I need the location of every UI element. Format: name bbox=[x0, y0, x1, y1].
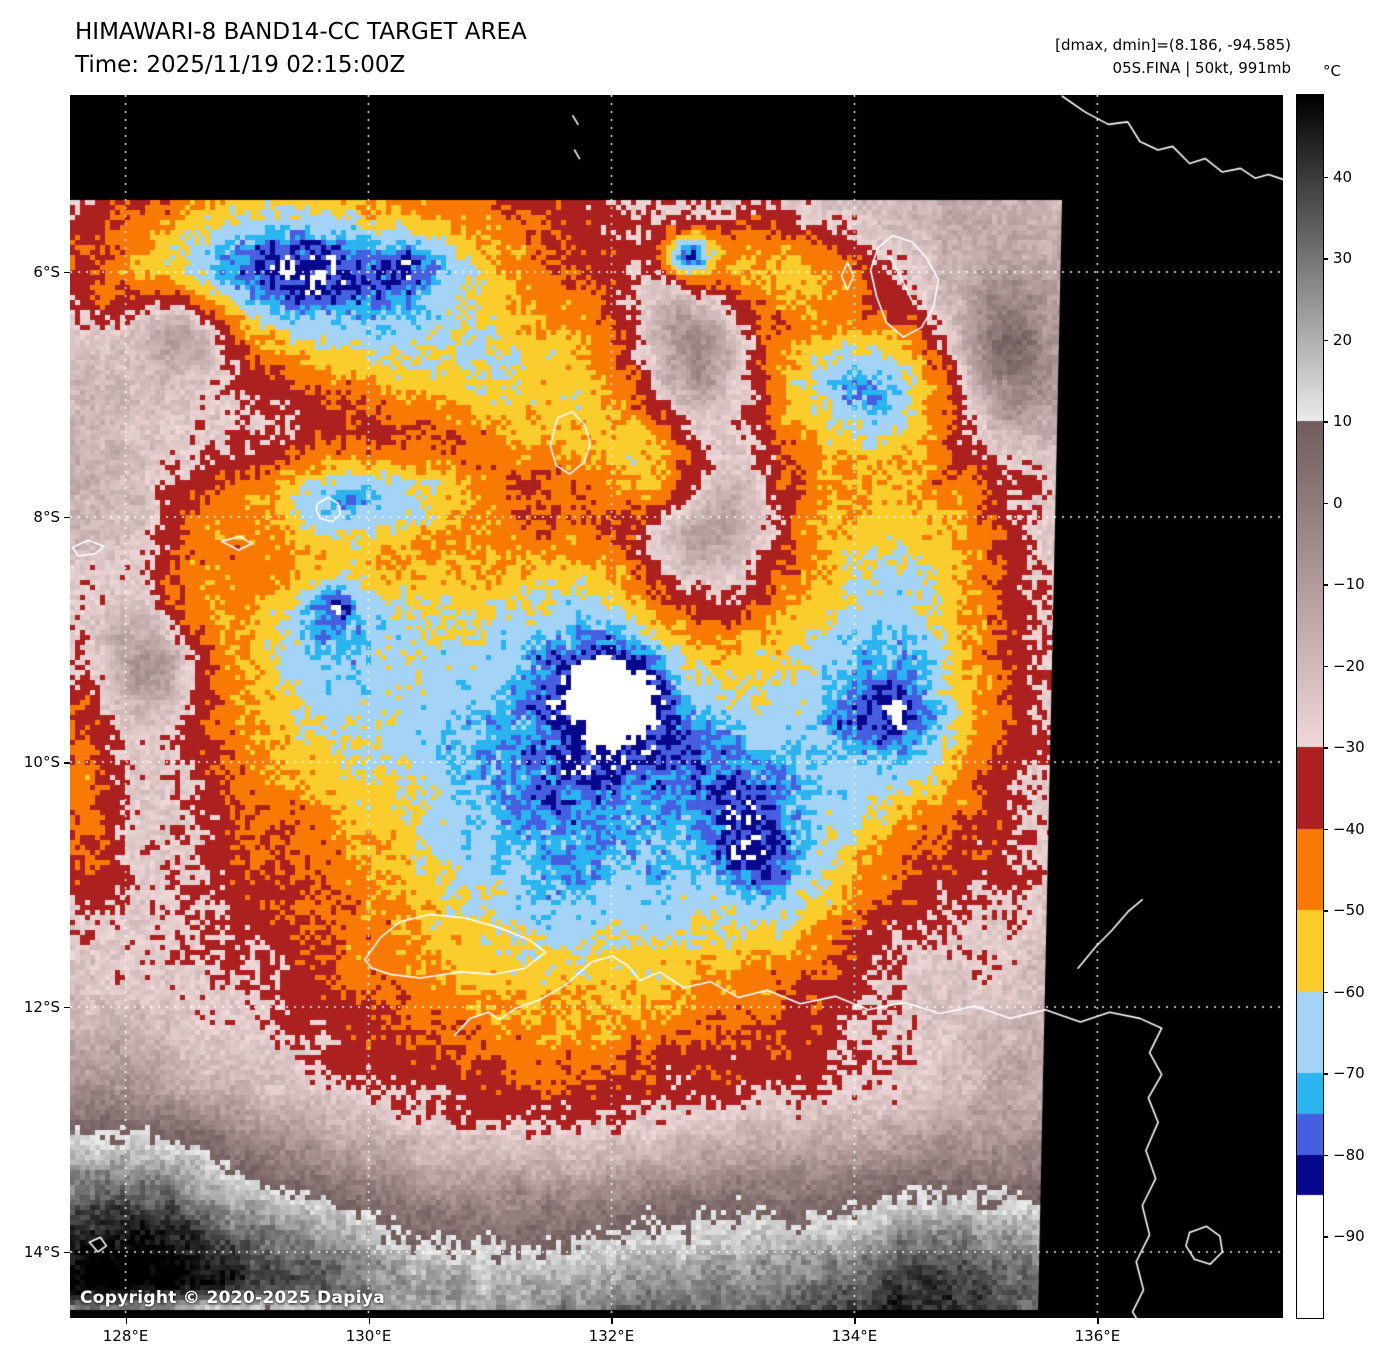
satellite-imagery-canvas bbox=[70, 95, 1283, 1318]
y-axis-tick bbox=[64, 271, 70, 274]
x-axis-tick bbox=[368, 1318, 371, 1324]
colorbar-tick-label: 20 bbox=[1333, 330, 1353, 349]
y-axis-tick bbox=[64, 762, 70, 764]
x-axis-tick-label: 132°E bbox=[588, 1327, 635, 1345]
colorbar-tick bbox=[1323, 339, 1328, 342]
x-axis-tick-label: 128°E bbox=[102, 1327, 149, 1345]
y-axis-tick bbox=[64, 1006, 70, 1009]
colorbar-tick bbox=[1323, 1073, 1328, 1075]
satellite-map: Copyright © 2020-2025 Dapiya bbox=[70, 95, 1283, 1318]
colorbar-tick bbox=[1323, 747, 1328, 749]
colorbar-tick bbox=[1323, 828, 1328, 831]
y-axis-tick bbox=[64, 1251, 70, 1254]
copyright-watermark: Copyright © 2020-2025 Dapiya bbox=[80, 1288, 385, 1308]
colorbar-tick-label: −80 bbox=[1333, 1145, 1365, 1164]
colorbar-tick bbox=[1323, 176, 1328, 179]
colorbar-tick-label: −30 bbox=[1333, 738, 1365, 757]
x-axis-tick bbox=[854, 1318, 856, 1324]
colorbar-tick-label: −60 bbox=[1333, 982, 1365, 1001]
colorbar-tick-label: −90 bbox=[1333, 1227, 1365, 1246]
y-axis-tick-label: 12°S bbox=[23, 997, 60, 1016]
colorbar-tick-label: −10 bbox=[1333, 575, 1365, 594]
colorbar-unit-label: °C bbox=[1323, 62, 1341, 80]
colorbar-tick bbox=[1323, 1236, 1328, 1238]
y-axis-tick-label: 6°S bbox=[33, 262, 60, 281]
colorbar-tick-label: −40 bbox=[1333, 819, 1365, 838]
x-axis-tick-label: 136°E bbox=[1074, 1327, 1121, 1345]
annotation-block: [dmax, dmin]=(8.186, -94.585) 05S.FINA |… bbox=[1055, 34, 1291, 81]
x-axis-tick bbox=[611, 1318, 613, 1324]
colorbar-tick-label: 30 bbox=[1333, 249, 1353, 268]
y-axis-tick-label: 8°S bbox=[33, 507, 60, 526]
y-axis-tick-label: 14°S bbox=[23, 1242, 60, 1261]
colorbar bbox=[1296, 94, 1324, 1319]
x-axis-tick bbox=[125, 1318, 128, 1324]
colorbar-tick bbox=[1323, 991, 1328, 994]
colorbar-tick bbox=[1323, 421, 1328, 423]
annotation-dmax-dmin: [dmax, dmin]=(8.186, -94.585) bbox=[1055, 36, 1291, 54]
colorbar-tick-label: −50 bbox=[1333, 901, 1365, 920]
annotation-storm-info: 05S.FINA | 50kt, 991mb bbox=[1112, 59, 1291, 78]
colorbar-tick bbox=[1323, 1154, 1328, 1157]
x-axis-tick-label: 134°E bbox=[831, 1327, 878, 1345]
colorbar-tick bbox=[1323, 584, 1328, 586]
colorbar-tick-label: 0 bbox=[1333, 493, 1343, 512]
colorbar-tick bbox=[1323, 258, 1328, 260]
y-axis-tick bbox=[64, 516, 70, 519]
colorbar-tick-label: −20 bbox=[1333, 656, 1365, 675]
x-axis-tick bbox=[1097, 1318, 1099, 1324]
y-axis-tick-label: 10°S bbox=[23, 753, 60, 772]
colorbar-tick-label: 10 bbox=[1333, 412, 1353, 431]
colorbar-tick bbox=[1323, 665, 1328, 668]
title-block: HIMAWARI-8 BAND14-CC TARGET AREA Time: 2… bbox=[75, 16, 527, 81]
colorbar-tick-label: 40 bbox=[1333, 167, 1353, 186]
colorbar-tick-label: −70 bbox=[1333, 1064, 1365, 1083]
x-axis-tick-label: 130°E bbox=[345, 1327, 392, 1345]
colorbar-tick bbox=[1323, 502, 1328, 505]
colorbar-tick bbox=[1323, 910, 1328, 912]
product-time: Time: 2025/11/19 02:15:00Z bbox=[75, 51, 406, 78]
product-title: HIMAWARI-8 BAND14-CC TARGET AREA bbox=[75, 19, 527, 45]
